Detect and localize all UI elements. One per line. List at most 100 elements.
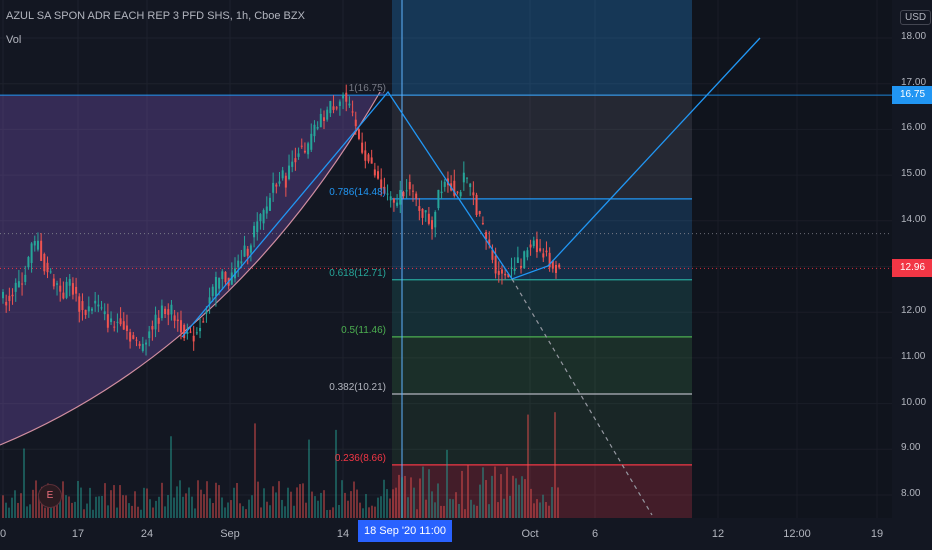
- volume-bar: [548, 505, 550, 518]
- volume-bar: [176, 486, 178, 518]
- candle-body: [24, 274, 27, 282]
- candle-body: [202, 321, 205, 323]
- volume-bar: [317, 500, 319, 518]
- candle-body: [125, 325, 128, 331]
- time-zone-top: [392, 0, 692, 96]
- candle-body: [284, 175, 287, 188]
- candle-body: [364, 150, 367, 161]
- candle-body: [106, 314, 109, 328]
- volume-bar: [476, 505, 478, 518]
- volume-bar: [203, 494, 205, 518]
- volume-bar: [347, 500, 349, 518]
- candle-body: [103, 311, 106, 315]
- currency-button[interactable]: USD: [900, 10, 932, 25]
- volume-bar: [206, 481, 208, 518]
- volume-bar: [104, 483, 106, 518]
- volume-bar: [119, 485, 121, 518]
- time-tick-3: Sep: [220, 528, 240, 540]
- candle-body: [377, 171, 380, 179]
- time-tick-9: 19: [870, 528, 884, 540]
- candle-body: [472, 192, 475, 196]
- volume-bar: [542, 494, 544, 518]
- candle-body: [348, 103, 351, 106]
- volume-bar: [173, 497, 175, 518]
- candle-body: [221, 271, 224, 279]
- volume-bar: [23, 448, 25, 518]
- fib-label-2: 0.618(12.71): [329, 267, 386, 279]
- volume-bar: [377, 497, 379, 518]
- volume-bar: [56, 496, 58, 518]
- volume-bar: [407, 497, 409, 518]
- fib-zone-3: [392, 336, 692, 395]
- candle-body: [224, 271, 227, 283]
- volume-bar: [263, 488, 265, 518]
- volume-bar: [350, 491, 352, 518]
- price-badge-high: 16.75: [892, 86, 932, 105]
- candle-body: [357, 129, 360, 139]
- volume-bar: [365, 494, 367, 518]
- price-tick-8: 10.00: [901, 396, 927, 408]
- candle-body: [303, 150, 306, 153]
- candle-body: [259, 214, 262, 222]
- volume-bar: [452, 499, 454, 518]
- candle-body: [81, 301, 84, 311]
- volume-bar: [464, 509, 466, 518]
- volume-bar: [200, 489, 202, 518]
- candle-body: [424, 210, 427, 213]
- volume-bar: [557, 487, 559, 518]
- candle-body: [469, 183, 472, 188]
- volume-bar: [458, 503, 460, 518]
- candle-body: [332, 106, 335, 110]
- candle-body: [135, 339, 138, 341]
- volume-bar: [428, 469, 430, 518]
- candle-body: [11, 294, 14, 297]
- volume-bar: [362, 508, 364, 518]
- candle-body: [307, 143, 310, 155]
- volume-bar: [530, 488, 532, 518]
- earnings-marker[interactable]: E: [38, 484, 62, 508]
- volume-bar: [215, 482, 217, 518]
- candle-body: [272, 182, 275, 193]
- volume-bar: [344, 492, 346, 518]
- fib-label-5: 0.236(8.66): [334, 452, 386, 464]
- volume-bar: [392, 489, 394, 518]
- volume-bar: [479, 484, 481, 518]
- candle-body: [396, 202, 399, 206]
- candle-body: [551, 260, 554, 269]
- candle-body: [87, 306, 90, 312]
- candle-body: [218, 277, 221, 289]
- volume-bar: [116, 507, 118, 518]
- time-tick-8: 12:00: [783, 528, 811, 540]
- volume-bar: [65, 495, 67, 518]
- volume-bar: [182, 496, 184, 518]
- volume-bar: [272, 486, 274, 518]
- candle-body: [319, 113, 322, 128]
- candle-body: [56, 283, 59, 285]
- volume-bar: [491, 475, 493, 518]
- candle-body: [148, 331, 151, 339]
- candle-body: [523, 251, 526, 269]
- candle-body: [281, 170, 284, 179]
- candle-body: [532, 240, 535, 247]
- candle-body: [370, 157, 373, 164]
- candle-body: [192, 335, 195, 342]
- volume-bar: [290, 491, 292, 518]
- volume-bar: [518, 484, 520, 518]
- candle-body: [545, 250, 548, 253]
- price-tick-4: 14.00: [901, 213, 927, 225]
- volume-bar: [101, 495, 103, 518]
- volume-bar: [146, 488, 148, 518]
- candle-body: [421, 208, 424, 218]
- candle-body: [170, 304, 173, 315]
- candle-body: [497, 270, 500, 275]
- candle-body: [513, 268, 516, 271]
- volume-bar: [494, 466, 496, 518]
- volume-bar: [332, 507, 334, 518]
- volume-bar: [506, 467, 508, 518]
- volume-bar: [269, 505, 271, 518]
- volume-bar: [446, 449, 448, 518]
- candle-body: [265, 206, 268, 214]
- volume-bar: [59, 497, 61, 518]
- volume-bar: [515, 478, 517, 518]
